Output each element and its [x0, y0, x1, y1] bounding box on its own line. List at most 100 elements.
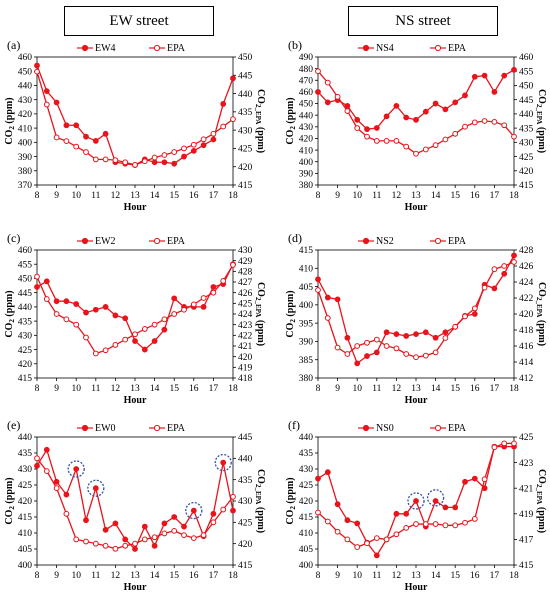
x-tick-label: 13: [130, 191, 140, 201]
data-point: [220, 506, 227, 513]
data-point: [462, 478, 468, 485]
y-tick-label: 480: [299, 65, 314, 75]
data-point: [403, 143, 410, 150]
data-point: [92, 306, 99, 313]
data-point: [354, 116, 361, 123]
legend-marker: [362, 237, 370, 245]
data-point: [34, 68, 40, 75]
data-point: [122, 536, 129, 543]
x-tick-label: 15: [450, 384, 460, 394]
y-tick-label: 435: [18, 317, 33, 327]
y2-tick-label: 430: [519, 139, 534, 149]
x-tick-label: 15: [169, 571, 179, 581]
y-tick-label: 405: [299, 283, 314, 293]
data-point: [491, 266, 498, 273]
plot-frame: [36, 249, 234, 379]
data-point: [63, 298, 70, 305]
highlight-circle: [407, 492, 425, 510]
data-point: [112, 312, 119, 319]
x-tick-label: 15: [450, 191, 460, 201]
data-point: [354, 125, 361, 132]
data-point: [83, 517, 89, 524]
data-point: [452, 323, 459, 330]
data-point: [344, 334, 351, 341]
data-point: [324, 294, 331, 301]
data-point: [230, 116, 236, 123]
data-point: [151, 321, 158, 328]
data-point: [422, 521, 429, 527]
x-axis-label: Hour: [124, 395, 147, 406]
legend-marker: [81, 424, 89, 432]
y-axis-label: CO2 (ppm): [4, 477, 16, 524]
y-tick-label: 440: [18, 82, 33, 92]
data-point: [210, 519, 217, 526]
y2-tick-label: 426: [519, 262, 534, 272]
data-point: [151, 154, 158, 161]
data-point: [190, 535, 197, 542]
data-point: [220, 459, 227, 466]
data-point: [230, 262, 236, 268]
x-tick-label: 16: [189, 384, 199, 394]
y2-tick-label: 418: [238, 374, 253, 384]
data-point: [43, 88, 50, 95]
y-axis-label: CO2 (ppm): [285, 477, 297, 524]
y2-tick-label: 435: [238, 476, 253, 486]
data-point: [501, 122, 508, 129]
y-tick-label: 410: [18, 529, 33, 539]
data-point: [43, 468, 50, 475]
y-tick-label: 425: [18, 481, 33, 491]
data-point: [393, 531, 400, 538]
x-tick-label: 10: [71, 191, 81, 201]
x-tick-label: 15: [169, 384, 179, 394]
data-point: [92, 138, 99, 144]
data-point: [315, 68, 321, 75]
y-tick-label: 420: [299, 135, 314, 145]
data-point: [364, 353, 370, 359]
y-tick-label: 450: [18, 67, 33, 77]
data-point: [161, 520, 168, 527]
data-point: [73, 321, 80, 328]
x-tick-label: 12: [111, 191, 121, 201]
data-point: [190, 147, 197, 154]
x-tick-label: 9: [54, 384, 59, 394]
data-point: [200, 295, 207, 301]
data-point: [471, 73, 478, 80]
x-tick-label: 16: [470, 571, 480, 581]
x-tick-label: 11: [91, 571, 100, 581]
y-tick-label: 460: [299, 88, 314, 98]
y-tick-label: 430: [18, 332, 33, 342]
y2-tick-label: 415: [519, 561, 534, 571]
data-point: [373, 336, 380, 343]
data-point: [452, 522, 459, 529]
data-point: [462, 519, 468, 526]
y2-tick-label: 415: [238, 561, 253, 571]
y2-tick-label: 414: [519, 358, 534, 368]
data-point: [34, 62, 40, 69]
y-tick-label: 415: [299, 513, 314, 523]
y-tick-label: 390: [299, 338, 314, 348]
data-point: [83, 133, 89, 140]
x-tick-label: 14: [150, 384, 160, 394]
data-point: [471, 119, 478, 126]
data-point: [403, 333, 410, 339]
data-point: [422, 108, 429, 115]
data-point: [413, 150, 419, 157]
data-point: [230, 507, 236, 514]
data-point: [432, 334, 439, 341]
data-point: [324, 518, 331, 525]
data-point: [354, 343, 361, 349]
y-tick-label: 420: [18, 360, 33, 370]
legend-label: NS4: [376, 43, 394, 54]
y2-tick-label: 422: [519, 294, 534, 304]
legend-label: EW0: [95, 423, 116, 434]
y2-tick-label: 416: [519, 342, 534, 352]
legend-label: EPA: [448, 423, 467, 434]
y-tick-label: 415: [18, 374, 33, 384]
x-tick-label: 13: [130, 384, 140, 394]
x-tick-label: 12: [111, 384, 121, 394]
data-point: [393, 510, 400, 517]
y2-tick-label: 420: [519, 310, 534, 320]
data-point: [403, 524, 410, 531]
data-point: [403, 114, 410, 121]
